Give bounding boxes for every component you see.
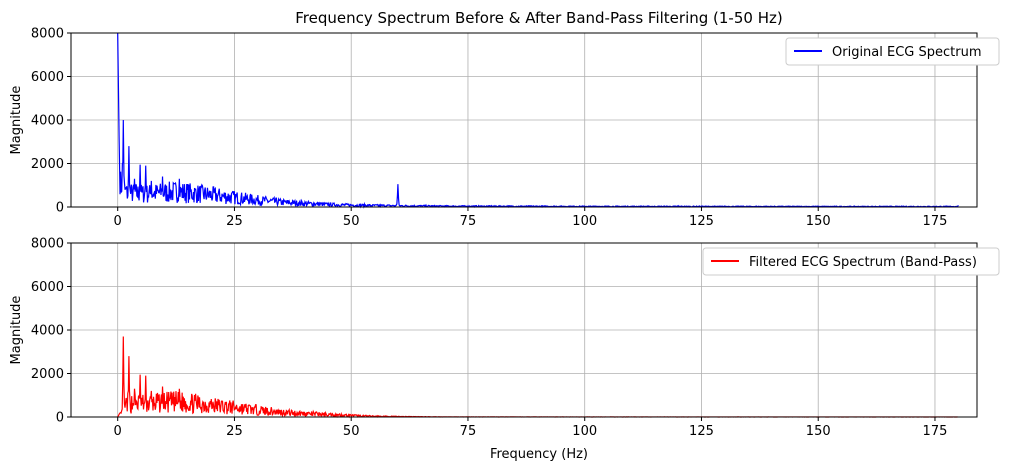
bottom-x-tick-label: 100 xyxy=(572,424,597,439)
bottom-y-tick-label: 4000 xyxy=(31,324,64,339)
top-panel: 0 25 50 75 100 125 150 175 0 2000 4000 6000 8000 Mag… xyxy=(9,27,1000,230)
bottom-y-tick-label: 6000 xyxy=(31,280,64,295)
top-legend-label: Original ECG Spectrum xyxy=(832,45,982,60)
top-y-tick-label: 8000 xyxy=(31,27,64,42)
bottom-x-tick-label: 125 xyxy=(689,424,714,439)
bottom-ticks: 0 25 50 75 100 125 150 175 0 2000 4000 6000 8000 xyxy=(31,237,947,440)
top-x-tick-label: 100 xyxy=(572,214,597,229)
bottom-y-tick-label: 2000 xyxy=(31,367,64,382)
top-x-tick-label: 125 xyxy=(689,214,714,229)
bottom-legend-box xyxy=(702,247,1000,276)
bottom-x-tick-label: 0 xyxy=(114,424,122,439)
bottom-x-tick-label: 25 xyxy=(226,424,243,439)
top-plot-area xyxy=(117,32,959,209)
bottom-x-tick-label: 175 xyxy=(923,424,948,439)
top-y-tick-label: 0 xyxy=(56,201,64,216)
series-line-filtered xyxy=(117,336,958,419)
top-x-tick-label: 0 xyxy=(114,214,122,229)
bottom-plot-area xyxy=(117,336,958,419)
top-x-tick-label: 150 xyxy=(806,214,831,229)
top-x-tick-label: 175 xyxy=(923,214,948,229)
bottom-x-tick-label: 150 xyxy=(806,424,831,439)
top-x-tick-label: 25 xyxy=(226,214,243,229)
top-y-tick-label: 4000 xyxy=(31,114,64,129)
bottom-legend-label: Filtered ECG Spectrum (Band-Pass) xyxy=(749,255,977,270)
x-axis-label: Frequency (Hz) xyxy=(490,447,588,462)
top-ticks: 0 25 50 75 100 125 150 175 0 2000 4000 6000 8000 xyxy=(31,27,947,230)
bottom-y-tick-label: 8000 xyxy=(31,237,64,252)
bottom-x-tick-label: 50 xyxy=(343,424,360,439)
top-y-tick-label: 6000 xyxy=(31,70,64,85)
bottom-panel: 0 25 50 75 100 125 150 175 0 2000 4000 6000 8000 Mag… xyxy=(9,237,1000,462)
top-y-tick-label: 2000 xyxy=(31,157,64,172)
bottom-y-tick-label: 0 xyxy=(56,411,64,426)
top-y-axis-label: Magnitude xyxy=(9,86,24,155)
series-line-original xyxy=(117,32,959,209)
bottom-legend: Filtered ECG Spectrum (Band-Pass) xyxy=(702,247,1000,276)
chart-title: Frequency Spectrum Before & After Band-P… xyxy=(295,9,782,27)
bottom-y-axis-label: Magnitude xyxy=(9,296,24,365)
top-legend: Original ECG Spectrum xyxy=(785,37,1000,66)
top-x-tick-label: 50 xyxy=(343,214,360,229)
bottom-x-tick-label: 75 xyxy=(460,424,477,439)
top-legend-box xyxy=(785,37,1000,66)
top-x-tick-label: 75 xyxy=(460,214,477,229)
